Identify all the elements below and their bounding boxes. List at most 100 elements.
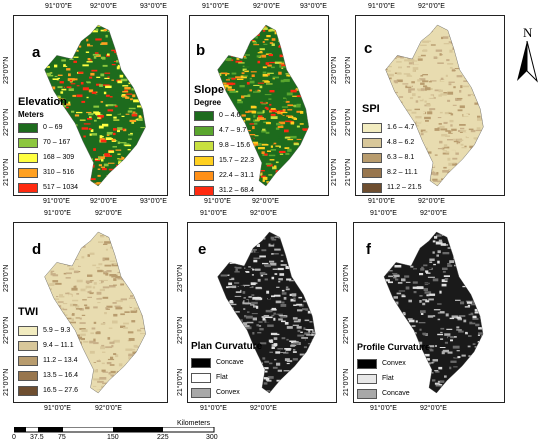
tick-d-top-1: 91°0'0"E [44, 210, 71, 217]
legend-row: 70 – 167 [18, 135, 78, 150]
legend-row: 9.8 – 15.6 [194, 138, 254, 153]
scale-tick-1: 37.5 [30, 434, 44, 441]
legend-label: 8.2 – 11.1 [387, 169, 418, 176]
scale-bar: Kilometers 0 37.5 75 150 225 300 [12, 420, 264, 445]
legend-label: 31.2 – 68.4 [219, 187, 255, 194]
legend-label: 1.6 – 4.7 [387, 124, 415, 131]
legend-row: 31.2 – 68.4 [194, 183, 254, 198]
legend-row: 0 – 69 [18, 120, 78, 135]
map-e [217, 231, 316, 394]
legend-row: 11.2 – 13.4 [18, 353, 78, 368]
legend-swatch [18, 340, 38, 351]
legend-swatch [18, 122, 38, 133]
legend-row: Flat [191, 370, 262, 385]
legend-row: Flat [357, 371, 430, 386]
legend-swatch [18, 167, 38, 178]
legend-swatch [191, 372, 211, 383]
tick-c-bottom-1: 91°0'0"E [368, 198, 395, 205]
map-b [217, 24, 309, 187]
legend-label: 310 – 516 [43, 169, 75, 176]
scale-bar-unit: Kilometers [177, 420, 211, 427]
legend-subtitle-b: Degree [194, 98, 222, 107]
legend-row: 310 – 516 [18, 165, 78, 180]
tick-d-bottom-2: 92°0'0"E [95, 405, 122, 412]
legend-label: Flat [382, 375, 394, 382]
legend-label: 11.2 – 21.5 [387, 184, 422, 191]
tick-c-top-2: 92°0'0"E [418, 3, 445, 10]
tick-a-bottom-1: 91°0'0"E [43, 198, 70, 205]
legend-swatch [357, 373, 377, 384]
legend-row: 4.7 – 9.7 [194, 123, 254, 138]
legend-row: 9.4 – 11.1 [18, 338, 78, 353]
tick-f-left-1: 23°0'0"N [343, 264, 350, 292]
legend-row: 1.6 – 4.7 [362, 120, 422, 135]
legend-swatch [18, 370, 38, 381]
legend-swatch [357, 388, 377, 399]
legend-c: SPI 1.6 – 4.7 4.8 – 6.2 6.3 – 8.1 8.2 – 11.… [362, 103, 422, 195]
legend-items-b: 0 – 4.6 4.7 – 9.7 9.8 – 15.6 15.7 – 22.3 22.… [194, 108, 254, 198]
legend-label: 4.8 – 6.2 [387, 139, 415, 146]
map-c [385, 24, 484, 187]
tick-c-left-3: 21°0'0"N [345, 158, 352, 186]
tick-d-left-2: 22°0'0"N [3, 316, 10, 344]
tick-a-bottom-2: 92°0'0"E [90, 198, 117, 205]
legend-swatch [18, 137, 38, 148]
tick-b-top-1: 91°0'0"E [202, 3, 229, 10]
legend-items-a: 0 – 69 70 – 167 168 – 309 310 – 516 517 – 10… [18, 120, 78, 195]
legend-row: 6.3 – 8.1 [362, 150, 422, 165]
panel-label-c: c [364, 40, 373, 57]
legend-swatch [18, 325, 38, 336]
tick-d-top-2: 92°0'0"E [95, 210, 122, 217]
panel-c: c SPI 1.6 – 4.7 4.8 – 6.2 6.3 – 8.1 8.2 – 1… [355, 15, 505, 196]
map-f [383, 231, 484, 394]
tick-e-left-1: 23°0'0"N [177, 264, 184, 292]
tick-e-left-3: 21°0'0"N [177, 368, 184, 396]
tick-a-left-1: 23°0'0"N [3, 56, 10, 84]
legend-row: 168 – 309 [18, 150, 78, 165]
legend-label: Concave [216, 359, 244, 366]
legend-d: TWI 5.9 – 9.3 9.4 – 11.1 11.2 – 13.4 13.5 –… [18, 306, 78, 398]
legend-row: 0 – 4.6 [194, 108, 254, 123]
legend-swatch [18, 152, 38, 163]
legend-row: 517 – 1034 [18, 180, 78, 195]
legend-row: 8.2 – 11.1 [362, 165, 422, 180]
tick-c-left-1: 23°0'0"N [345, 56, 352, 84]
legend-subtitle-a: Meters [18, 110, 44, 119]
tick-a-top-3: 93°0'0"E [140, 3, 167, 10]
legend-title-c: SPI [362, 103, 380, 115]
panel-e: e Plan Curvature Concave Flat Convex [187, 222, 337, 403]
tick-e-top-1: 91°0'0"E [200, 210, 227, 217]
tick-e-bottom-2: 92°0'0"E [250, 405, 277, 412]
tick-f-left-2: 22°0'0"N [343, 316, 350, 344]
legend-label: 13.5 – 16.4 [43, 372, 79, 379]
legend-row: Concave [191, 355, 262, 370]
tick-c-top-1: 91°0'0"E [368, 3, 395, 10]
north-arrow-label: N [523, 25, 533, 40]
legend-swatch [362, 152, 382, 163]
legend-items-c: 1.6 – 4.7 4.8 – 6.2 6.3 – 8.1 8.2 – 11.1 11.… [362, 120, 422, 195]
region-outline [385, 24, 484, 187]
legend-label: 5.9 – 9.3 [43, 327, 71, 334]
region-outline [217, 231, 316, 394]
legend-swatch [357, 358, 377, 369]
region-outline [44, 24, 146, 187]
legend-label: 0 – 69 [43, 124, 63, 131]
legend-swatch [362, 182, 382, 193]
legend-row: 5.9 – 9.3 [18, 323, 78, 338]
region-outline [217, 24, 309, 187]
legend-swatch [18, 182, 38, 193]
legend-label: 168 – 309 [43, 154, 75, 161]
legend-title-a: Elevation [18, 96, 67, 108]
tick-f-top-1: 91°0'0"E [370, 210, 397, 217]
scale-tick-0: 0 [12, 434, 16, 441]
tick-a-top-1: 91°0'0"E [45, 3, 72, 10]
legend-label: Concave [382, 390, 410, 397]
legend-row: Convex [191, 385, 262, 400]
tick-e-top-2: 92°0'0"E [250, 210, 277, 217]
legend-row: Convex [357, 356, 430, 371]
legend-title-d: TWI [18, 306, 39, 318]
scale-tick-5: 300 [206, 434, 218, 441]
tick-f-bottom-2: 92°0'0"E [420, 405, 447, 412]
scale-tick-3: 150 [107, 434, 119, 441]
legend-label: 0 – 4.6 [219, 112, 241, 119]
